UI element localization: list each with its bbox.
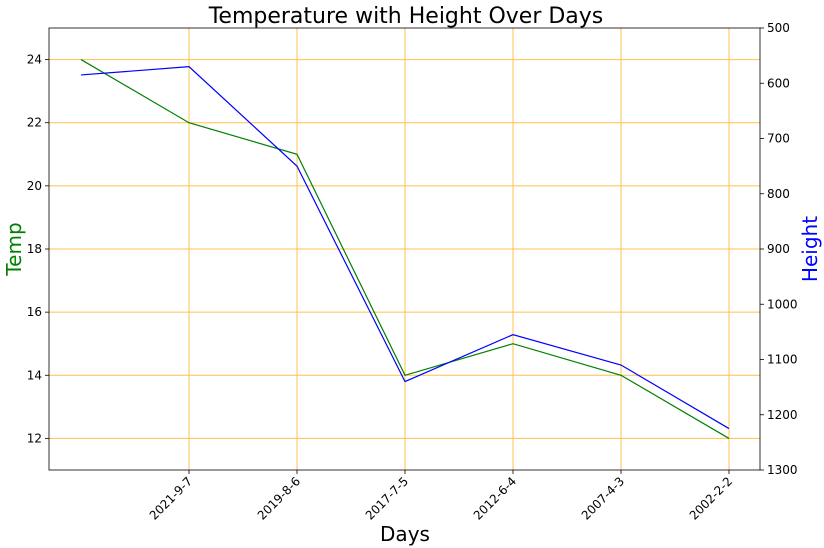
y2-tick-label: 500 <box>767 21 790 35</box>
x-axis: 2021-9-7 2019-8-6 2017-7-5 2012-6-4 2007-4-3… <box>147 470 735 523</box>
x-tick-label: 2012-6-4 <box>471 474 519 522</box>
height-series-line <box>80 66 730 430</box>
y-tick-label: 12 <box>27 431 42 445</box>
y-tick-label: 18 <box>27 242 42 256</box>
y2-axis-title: Height <box>798 216 822 282</box>
x-tick-label: 2007-4-3 <box>579 474 627 522</box>
y-tick-label: 24 <box>27 53 42 67</box>
x-tick-label: 2002-2-2 <box>687 474 735 522</box>
series-layer <box>80 59 730 439</box>
y-tick-label: 16 <box>27 305 42 319</box>
y-tick-label: 20 <box>27 179 42 193</box>
chart-title: Temperature with Height Over Days <box>208 4 604 29</box>
y-axis-right: 500 600 700 800 900 1000 1100 1200 1300 <box>760 21 798 477</box>
x-axis-title: Days <box>380 522 430 546</box>
y-axis-title: Temp <box>2 222 26 276</box>
y2-tick-label: 900 <box>767 242 790 256</box>
y-tick-label: 14 <box>27 368 42 382</box>
y2-tick-label: 1000 <box>767 297 798 311</box>
y2-tick-label: 1100 <box>767 353 798 367</box>
temp-series-line <box>80 59 730 439</box>
grid <box>49 28 760 470</box>
y2-tick-label: 1200 <box>767 408 798 422</box>
x-tick-label: 2021-9-7 <box>147 474 195 522</box>
y2-tick-label: 1300 <box>767 463 798 477</box>
y2-tick-label: 700 <box>767 132 790 146</box>
x-tick-label: 2017-7-5 <box>363 474 411 522</box>
y2-tick-label: 600 <box>767 76 790 90</box>
y-axis-left: 12 14 16 18 20 22 24 <box>27 53 49 445</box>
y-tick-label: 22 <box>27 116 42 130</box>
x-tick-label: 2019-8-6 <box>255 474 303 522</box>
y2-tick-label: 800 <box>767 187 790 201</box>
